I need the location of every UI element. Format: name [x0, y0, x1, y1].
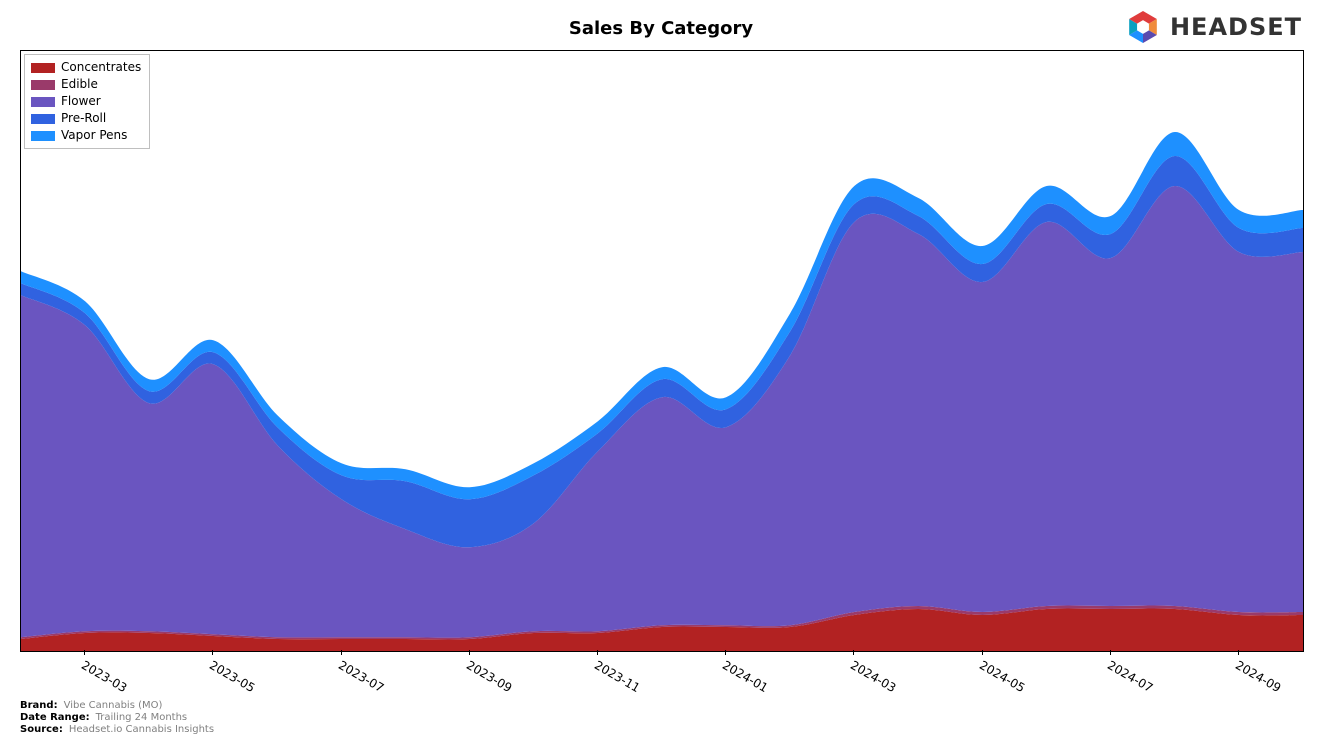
legend-item: Edible — [31, 76, 141, 93]
legend-item: Flower — [31, 93, 141, 110]
legend-swatch — [31, 97, 55, 107]
x-tick-label: 2024-05 — [977, 658, 1027, 695]
legend-label: Flower — [61, 93, 101, 110]
x-tick-label: 2023-03 — [79, 658, 129, 695]
footer-key: Brand: — [20, 700, 58, 711]
logo-icon — [1124, 8, 1162, 46]
x-tick-label: 2023-11 — [592, 658, 642, 695]
legend-item: Vapor Pens — [31, 127, 141, 144]
chart-container: Sales By Category HEADSET ConcentratesEd… — [0, 0, 1322, 745]
legend: ConcentratesEdibleFlowerPre-RollVapor Pe… — [24, 54, 150, 149]
x-tick-label: 2024-03 — [848, 658, 898, 695]
footer-value: Headset.io Cannabis Insights — [69, 724, 214, 735]
legend-swatch — [31, 114, 55, 124]
legend-label: Pre-Roll — [61, 110, 106, 127]
stacked-area-svg — [21, 51, 1303, 651]
x-tick-label: 2024-07 — [1105, 658, 1155, 695]
plot-area: ConcentratesEdibleFlowerPre-RollVapor Pe… — [20, 50, 1304, 652]
legend-item: Pre-Roll — [31, 110, 141, 127]
legend-label: Vapor Pens — [61, 127, 127, 144]
x-tick-label: 2023-07 — [336, 658, 386, 695]
brand-logo: HEADSET — [1124, 8, 1302, 46]
legend-label: Concentrates — [61, 59, 141, 76]
x-tick-label: 2023-05 — [207, 658, 257, 695]
footer-key: Date Range: — [20, 712, 90, 723]
chart-footer: Brand: Vibe Cannabis (MO)Date Range: Trail… — [20, 700, 214, 736]
footer-line: Brand: Vibe Cannabis (MO) — [20, 700, 214, 712]
x-tick-label: 2023-09 — [464, 658, 514, 695]
legend-label: Edible — [61, 76, 98, 93]
footer-value: Trailing 24 Months — [96, 712, 188, 723]
x-tick-label: 2024-01 — [720, 658, 770, 695]
legend-swatch — [31, 80, 55, 90]
legend-item: Concentrates — [31, 59, 141, 76]
footer-value: Vibe Cannabis (MO) — [64, 700, 163, 711]
footer-line: Source: Headset.io Cannabis Insights — [20, 724, 214, 736]
legend-swatch — [31, 131, 55, 141]
logo-text: HEADSET — [1170, 13, 1302, 41]
x-tick-label: 2024-09 — [1233, 658, 1283, 695]
footer-key: Source: — [20, 724, 63, 735]
footer-line: Date Range: Trailing 24 Months — [20, 712, 214, 724]
legend-swatch — [31, 63, 55, 73]
